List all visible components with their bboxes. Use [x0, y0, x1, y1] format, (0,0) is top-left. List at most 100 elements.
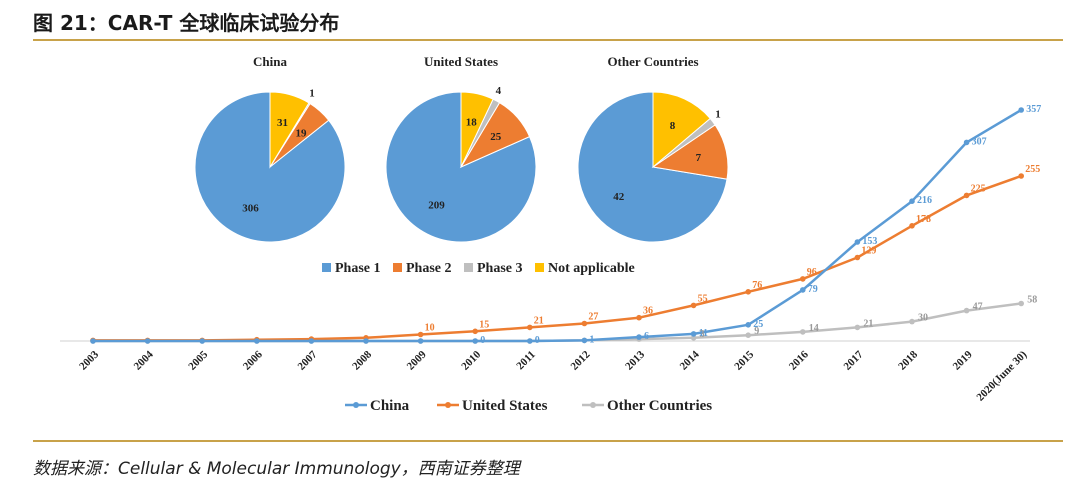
pie-label-united-states-phase-1: 209: [428, 200, 445, 212]
data-point-united-states-2009: [417, 331, 424, 338]
data-point-other-countries-2020-june-30: [1018, 300, 1024, 307]
data-point-united-states-2010: [472, 328, 479, 335]
data-point-other-countries-2018: [909, 318, 915, 325]
data-label-china-2011: 0: [535, 335, 540, 346]
data-point-other-countries-2016: [800, 329, 806, 335]
data-point-china-2019: [963, 139, 970, 146]
data-point-china-2013: [636, 334, 642, 340]
data-point-united-states-2011: [527, 324, 533, 331]
data-label-china-2016: 79: [808, 284, 818, 295]
data-label-other-countries-2015: 9: [754, 326, 759, 337]
pie-slice-other-countries-not-applicable: [652, 91, 711, 169]
data-point-china-2003: [90, 338, 96, 344]
line-legend-label-other-countries: Other Countries: [607, 398, 712, 414]
pie-legend-swatch-not-applicable: [535, 263, 544, 272]
source-note: 数据来源：Cellular & Molecular Immunology，西南证…: [33, 459, 520, 479]
pie-label-china-phase-3: 1: [309, 88, 315, 100]
data-point-other-countries-2014: [690, 335, 697, 341]
pie-legend-swatch-phase-1: [322, 263, 331, 272]
data-point-united-states-2020-june-30: [1018, 173, 1024, 179]
data-label-china-2014: 11: [699, 328, 708, 339]
pie-legend-swatch-phase-3: [464, 263, 473, 272]
data-point-china-2005: [199, 338, 205, 344]
data-point-china-2007: [308, 338, 315, 344]
pie-label-other-countries-phase-2: 7: [696, 152, 702, 164]
data-label-china-2012: 1: [589, 334, 594, 345]
pie-slice-china-not-applicable: [269, 91, 310, 169]
data-point-china-2014: [690, 331, 697, 337]
source-divider: [33, 440, 1063, 442]
pie-title-other-countries: Other Countries: [607, 54, 698, 69]
data-label-other-countries-2019: 47: [973, 302, 983, 313]
pie-legend-swatch-phase-2: [393, 263, 402, 272]
data-point-united-states-2013: [636, 314, 642, 321]
data-point-united-states-2017: [854, 254, 861, 261]
pie-label-united-states-phase-2: 25: [490, 131, 502, 143]
pie-label-other-countries-phase-1: 42: [613, 191, 625, 203]
data-label-united-states-2019: 225: [971, 183, 986, 194]
data-label-united-states-2011: 21: [534, 315, 544, 326]
data-point-united-states-2019: [963, 192, 970, 199]
pie-label-china-not-applicable: 31: [277, 117, 288, 129]
data-label-china-2019: 307: [972, 136, 987, 147]
pie-label-china-phase-2: 19: [296, 127, 308, 139]
data-label-united-states-2014: 55: [698, 293, 708, 304]
pie-legend-label-phase-2: Phase 2: [406, 261, 452, 276]
data-label-united-states-2013: 36: [643, 306, 653, 317]
data-point-china-2016: [800, 287, 806, 293]
line-legend-marker-united-states: [445, 402, 451, 408]
line-legend-marker-other-countries: [590, 402, 596, 408]
data-label-other-countries-2017: 21: [863, 318, 873, 329]
data-label-china-2018: 216: [917, 195, 932, 206]
data-label-united-states-2016: 96: [807, 267, 817, 278]
data-label-united-states-2015: 76: [752, 280, 762, 291]
data-label-united-states-2017: 129: [861, 246, 876, 257]
data-point-china-2006: [253, 338, 260, 344]
data-label-united-states-2018: 178: [916, 214, 931, 225]
data-label-other-countries-2014: 3: [700, 329, 705, 340]
data-point-united-states-2012: [581, 320, 588, 327]
pie-label-other-countries-phase-3: 1: [715, 109, 721, 121]
data-label-united-states-2012: 27: [588, 312, 598, 323]
data-point-other-countries-2019: [963, 307, 970, 314]
series-line-china: [93, 108, 1022, 343]
data-label-united-states-2009: 10: [425, 323, 435, 334]
data-label-china-2010: 0: [480, 335, 485, 346]
data-point-china-2008: [363, 338, 369, 344]
data-point-china-2020-june-30: [1018, 107, 1024, 113]
pie-label-united-states-phase-3: 4: [496, 85, 502, 97]
chart-panel: [44, 50, 1049, 438]
data-label-china-2020-june-30: 357: [1026, 104, 1041, 115]
data-point-china-2011: [527, 338, 533, 344]
pie-label-other-countries-not-applicable: 8: [670, 120, 676, 132]
data-point-other-countries-2015: [745, 332, 751, 339]
data-point-china-2004: [144, 338, 151, 344]
data-label-other-countries-2018: 30: [918, 313, 928, 324]
pie-title-united-states: United States: [424, 54, 498, 69]
figure-title: 图 21：CAR-T 全球临床试验分布: [33, 11, 340, 35]
data-point-united-states-2015: [745, 289, 751, 295]
line-legend-label-united-states: United States: [462, 398, 548, 414]
data-point-china-2009: [417, 338, 424, 344]
data-label-china-2015: 25: [753, 319, 763, 330]
title-divider: [33, 39, 1063, 41]
pie-slice-china-phase-1: [194, 91, 346, 243]
pie-legend-label-phase-3: Phase 3: [477, 261, 523, 276]
data-label-united-states-2010: 15: [479, 319, 489, 330]
data-label-other-countries-2016: 14: [809, 323, 819, 334]
line-legend-marker-china: [353, 402, 359, 408]
data-label-other-countries-2020-june-30: 58: [1027, 295, 1037, 306]
data-point-china-2012: [581, 337, 588, 344]
data-point-other-countries-2017: [854, 324, 861, 331]
data-label-united-states-2020-june-30: 255: [1025, 164, 1040, 175]
pie-label-china-phase-1: 306: [242, 203, 259, 215]
pie-legend-label-phase-1: Phase 1: [335, 261, 381, 276]
data-point-china-2015: [745, 322, 751, 328]
data-point-china-2017: [854, 239, 861, 245]
pie-legend-label-not-applicable: Not applicable: [548, 261, 635, 276]
data-point-united-states-2016: [800, 276, 806, 282]
data-point-united-states-2018: [909, 223, 915, 229]
data-point-china-2018: [909, 198, 915, 204]
line-legend-label-china: China: [370, 398, 410, 414]
